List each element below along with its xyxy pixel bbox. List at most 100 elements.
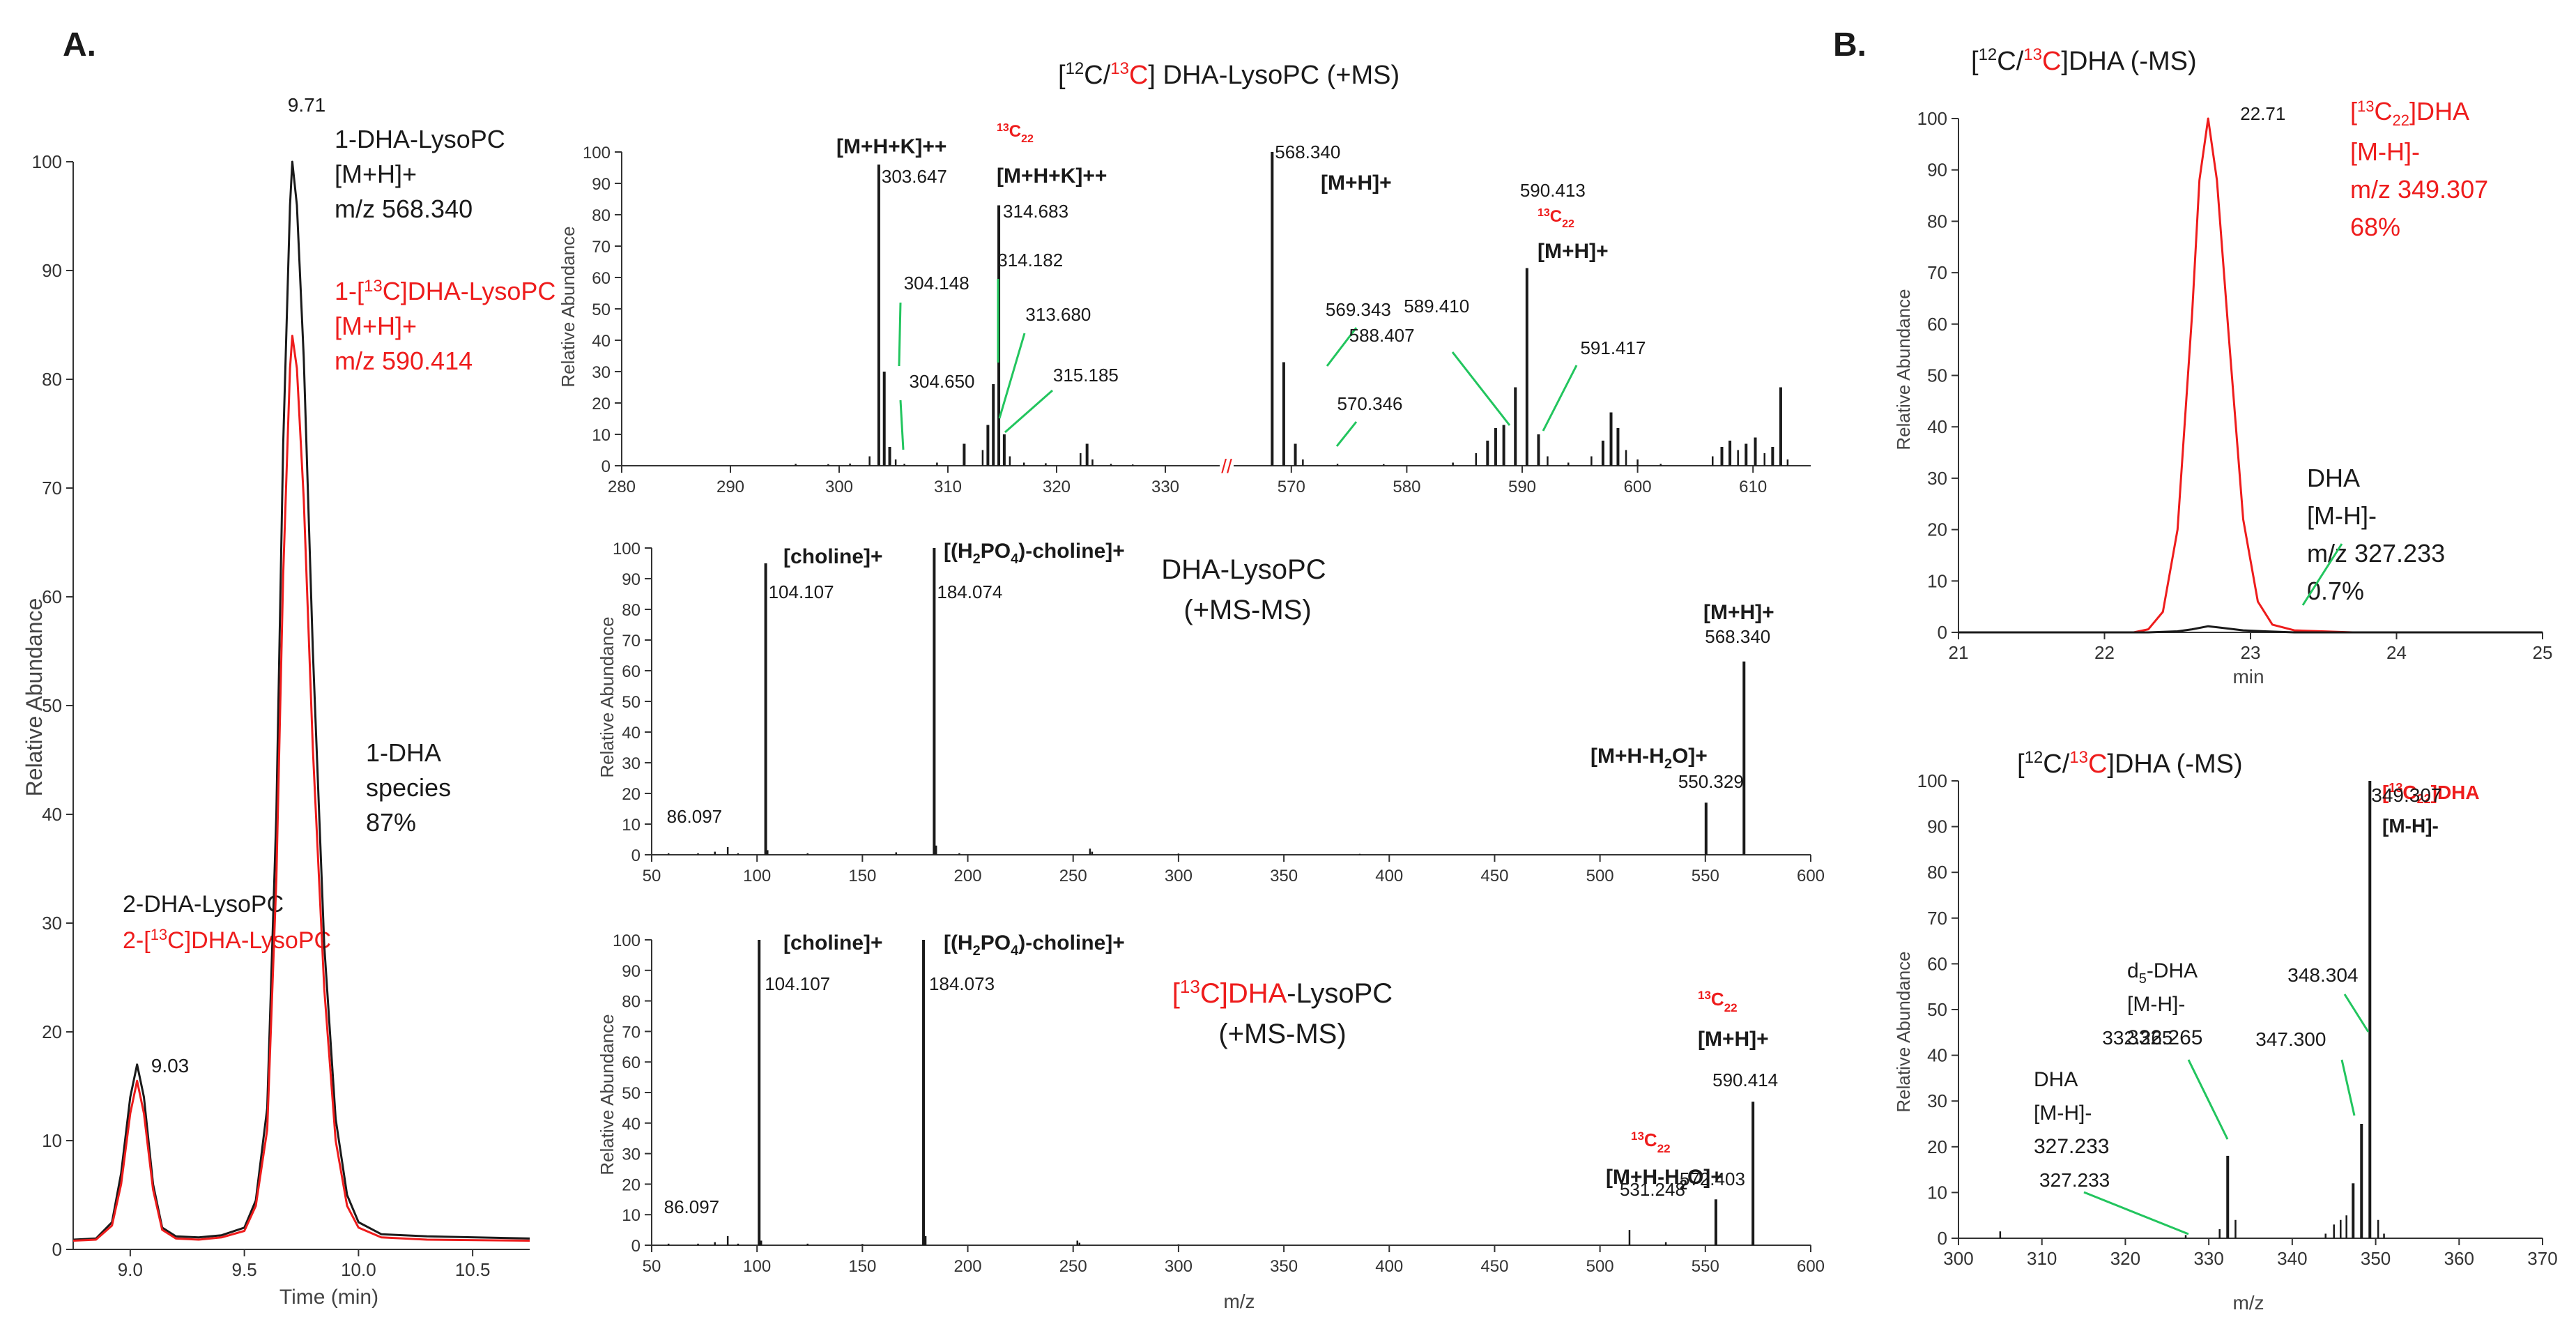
ms1-anno-13c22-b: 13C22	[1538, 207, 1574, 230]
msms_13c-peak-label: 184.073	[929, 973, 995, 994]
msms-13c-anno-mhh2o: [M+H-H2O]+	[1606, 1166, 1723, 1193]
msms-12c-h2po4-b: 2	[973, 551, 981, 567]
msms-13c-spectrum-chart: [13C]DHA-LysoPC (+MS-MS) Relative Abunda…	[597, 931, 1825, 1312]
ms1-leader-line	[898, 302, 902, 367]
msms_13c-ytick-label: 100	[613, 931, 641, 950]
msms_12c-xtick-label: 550	[1692, 867, 1719, 885]
dha_ms-ytick-label: 100	[1917, 770, 1947, 791]
ms1-anno-13c22-a-c: C	[1009, 122, 1021, 141]
dha-ms-title: [12C/13C]DHA (-MS)	[2017, 748, 2243, 779]
msms_13c-xtick-label: 150	[848, 1257, 876, 1276]
ms1-title-13: 13	[1110, 59, 1129, 78]
dha_ms-xtick-label: 340	[2277, 1248, 2307, 1269]
ms1-leader-line	[1451, 351, 1511, 426]
dha_chromatogram-ytick-label: 10	[1927, 570, 1947, 591]
ms1-anno-mhk-text: [M+H+K]++	[836, 135, 946, 158]
dha-chrom-leader-line	[2301, 543, 2343, 606]
msms-13c-h2po4-b: 2	[973, 943, 981, 959]
ms1-leader-line	[998, 333, 1026, 419]
msms_13c-ytick-label: 0	[631, 1237, 641, 1256]
dha-chrom-title-post: ]DHA (-MS)	[2061, 47, 2196, 76]
msms_12c-xtick-label: 450	[1480, 867, 1508, 885]
msms_13c-ytick-label: 50	[622, 1084, 641, 1103]
ms1-xtick-label: 590	[1508, 478, 1536, 496]
dha_ms-ytick-label: 30	[1927, 1090, 1947, 1111]
dha-chromatogram-chart: [12C/13C]DHA (-MS) Relative Abundance mi…	[1893, 45, 2552, 687]
dha-ms-d5-a: d	[2127, 959, 2139, 982]
msms_13c-ytick-label: 30	[622, 1146, 641, 1164]
dha-chrom-anno-red-rest: [M-H]- m/z 349.307 68%	[2350, 137, 2495, 241]
dha-chrom-red-line2: [M-H]-	[2350, 137, 2420, 166]
dha_ms-xtick-label: 360	[2444, 1248, 2474, 1269]
chromatogram-ytick-label: 40	[42, 804, 62, 825]
msms-12c-spectrum-chart: DHA-LysoPC (+MS-MS) Relative Abundance […	[597, 540, 1825, 885]
ms1-ytick-label: 20	[592, 395, 611, 413]
msms-13c-title-pre: [	[1172, 978, 1180, 1009]
dha-ms-ylabel: Relative Abundance	[1893, 951, 1914, 1112]
dha-chrom-red-sub: 22	[2393, 112, 2409, 129]
chromatogram-series-line-1	[72, 335, 530, 1242]
chromatogram-peak-label-small: 9.03	[151, 1055, 190, 1076]
msms_12c-ytick-label: 20	[622, 785, 641, 804]
dha-ms-title-13: 13	[2069, 748, 2088, 767]
msms-12c-mhh2o-b: 2	[1664, 756, 1672, 772]
ms1-anno-13c22-b-c: C	[1550, 207, 1562, 226]
dha-chrom-title-12: 12	[1979, 45, 1998, 64]
msms-13c-13c22-a-sup: 13	[1698, 989, 1711, 1002]
dha-ms-title-mid: C/	[2043, 749, 2069, 779]
chromatogram-ytick-label: 50	[42, 695, 62, 716]
chromatogram-ytick-label: 60	[42, 586, 62, 607]
chromatogram-ytick-label: 30	[42, 913, 62, 934]
msms_12c-ytick-label: 70	[622, 632, 641, 650]
dha-ms-dha-line1: DHA	[2034, 1068, 2078, 1091]
dha-chrom-ylabel: Relative Abundance	[1893, 289, 1914, 450]
ms1-xtick-label: 330	[1151, 478, 1179, 496]
chromatogram-xtick-label: 10.0	[341, 1259, 376, 1280]
dha_chromatogram-ytick-label: 30	[1927, 468, 1947, 489]
msms_12c-xtick-label: 50	[643, 867, 661, 885]
ms1-leader-line	[1542, 365, 1578, 432]
msms_12c-xtick-label: 200	[954, 867, 982, 885]
msms-13c-h2po4-a: [(H	[944, 931, 973, 954]
chromatogram-ytick-label: 90	[42, 260, 62, 281]
msms-13c-h2po4-c: PO	[981, 931, 1011, 954]
msms-13c-title-post: -LysoPC	[1287, 978, 1393, 1009]
msms_12c-xtick-label: 300	[1165, 867, 1193, 885]
msms-12c-title-line2: (+MS-MS)	[1183, 595, 1311, 625]
dha-ms-anno-mh: [M-H]-	[2382, 815, 2439, 837]
dha_chromatogram-ytick-label: 90	[1927, 160, 1947, 181]
msms-13c-title-13: 13	[1180, 976, 1200, 997]
dha-ms-13c-pre: [	[2382, 782, 2389, 803]
msms_13c-xtick-label: 250	[1059, 1257, 1087, 1276]
dha_ms-ytick-label: 20	[1927, 1136, 1947, 1157]
ms1-leader-line	[1335, 421, 1358, 447]
msms_13c-xtick-label: 100	[743, 1257, 771, 1276]
msms-13c-mhh2o-c: O]+	[1687, 1166, 1723, 1189]
ms1-peak-label: 588.407	[1349, 325, 1415, 346]
dha_chromatogram-series-line-1	[1958, 625, 2543, 634]
dha_ms-xtick-label: 300	[1943, 1248, 1973, 1269]
ms1-peak-label: 591.417	[1580, 337, 1646, 358]
msms-12c-anno-mhh2o: [M+H-H2O]+	[1590, 745, 1708, 772]
ms1-xtick-label: 600	[1624, 478, 1652, 496]
chromatogram-peak-label-main: 9.71	[288, 94, 326, 116]
dha-chrom-title-c: C	[2042, 47, 2061, 76]
dha-ms-13c-sub: 22	[2417, 792, 2431, 806]
dha-ms-title-12: 12	[2025, 748, 2044, 767]
ms1-peak-label: 570.346	[1337, 393, 1403, 414]
dha-ms-13c-sup: 13	[2389, 781, 2402, 795]
ms1-anno-mh-text: [M+H]+	[1321, 172, 1392, 195]
msms-12c-h2po4-d: 4	[1011, 551, 1019, 567]
msms_13c-ytick-label: 70	[622, 1023, 641, 1042]
msms_13c-xtick-label: 350	[1270, 1257, 1298, 1276]
dha-chrom-anno-black: DHA [M-H]- m/z 327.233 0.7%	[2307, 464, 2452, 605]
msms_12c-ytick-label: 80	[622, 601, 641, 620]
ms1-ytick-label: 80	[592, 206, 611, 225]
msms-12c-h2po4-a: [(H	[944, 540, 973, 563]
dha-chrom-xlabel: min	[2232, 666, 2264, 687]
panel-label-a: A.	[63, 26, 96, 63]
dha_ms-leader-line	[2340, 1059, 2356, 1116]
msms_13c-peak-label: 104.107	[765, 973, 830, 994]
ms1-title: [12C/13C] DHA-LysoPC (+MS)	[1058, 59, 1400, 90]
dha-chrom-black-line4: 0.7%	[2307, 577, 2364, 605]
